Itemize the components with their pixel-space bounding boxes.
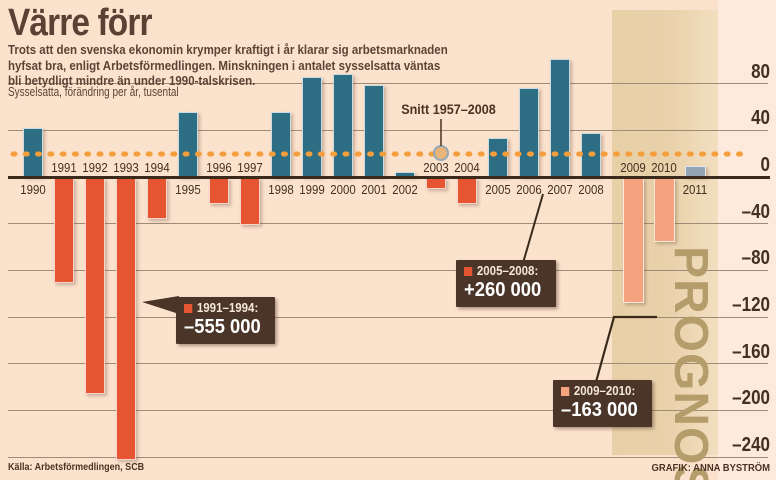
year-label-2005: 2005 xyxy=(485,182,511,197)
y-axis-tick-label: –200 xyxy=(732,387,770,410)
average-highlight-dot xyxy=(433,145,449,161)
bar-2010 xyxy=(654,178,675,243)
bar-1994 xyxy=(147,178,167,219)
intro-line-1: Trots att den svenska ekonomin krymper k… xyxy=(8,43,448,57)
year-label-1990: 1990 xyxy=(20,182,46,197)
bar-1996 xyxy=(209,178,229,204)
year-label-2010: 2010 xyxy=(651,160,677,175)
axis-unit-note: Sysselsatta, förändring per år, tusental xyxy=(8,85,179,99)
legend-square-icon xyxy=(561,387,570,396)
callout-range: 2005–2008: xyxy=(464,264,541,278)
bar-2007 xyxy=(550,59,570,177)
bar-1999 xyxy=(302,76,322,177)
bar-1997 xyxy=(240,178,260,225)
source-credit: Källa: Arbetsförmedlingen, SCB xyxy=(8,462,145,473)
callout-amount: +260 000 xyxy=(464,279,542,301)
y-axis-tick-label: –40 xyxy=(741,200,770,223)
year-label-1991: 1991 xyxy=(51,160,77,175)
y-axis-tick-label: 0 xyxy=(760,154,770,176)
year-label-1998: 1998 xyxy=(268,182,294,197)
page-title: Värre förr xyxy=(8,2,152,44)
callout-amount: –555 000 xyxy=(184,316,261,338)
callout-line-2005-2008 xyxy=(522,193,544,264)
y-axis-tick-label: 80 xyxy=(751,60,770,83)
y-axis-tick-label: –120 xyxy=(732,294,770,316)
year-label-2009: 2009 xyxy=(620,160,646,175)
graphic-credit: GRAFIK: ANNA BYSTRÖM xyxy=(651,462,770,474)
year-label-2004: 2004 xyxy=(454,160,480,175)
y-axis-tick-label: 40 xyxy=(751,107,770,130)
intro-line-3: bli betydligt mindre än under 1990-talsk… xyxy=(8,74,256,88)
bar-1995 xyxy=(178,111,198,177)
year-label-1997: 1997 xyxy=(237,160,263,175)
intro-text: Trots att den svenska ekonomin krymper k… xyxy=(8,43,448,90)
year-label-1999: 1999 xyxy=(299,182,325,197)
year-label-1993: 1993 xyxy=(113,160,139,175)
y-axis-tick-label: –80 xyxy=(741,247,770,270)
gridline--40 xyxy=(8,223,768,225)
callout-wedge-1991-1994 xyxy=(142,296,179,314)
year-label-1995: 1995 xyxy=(175,182,201,197)
year-label-2006: 2006 xyxy=(516,182,542,197)
average-dotted-line xyxy=(8,150,745,158)
year-label-2001: 2001 xyxy=(361,182,387,197)
year-label-1992: 1992 xyxy=(82,160,108,175)
bar-1991 xyxy=(54,178,74,283)
intro-line-2: hyfsat bra, enligt Arbetsförmedlingen. M… xyxy=(8,58,441,73)
gridline-80 xyxy=(8,83,768,85)
y-axis-tick-label: –240 xyxy=(732,434,770,456)
bar-2009 xyxy=(623,178,644,303)
year-label-2003: 2003 xyxy=(423,160,449,175)
year-label-1996: 1996 xyxy=(206,160,232,175)
bar-1993 xyxy=(116,178,136,461)
callout-box-2005-2008: 2005–2008: +260 000 xyxy=(456,260,556,307)
legend-square-icon xyxy=(184,304,193,313)
gridline--80 xyxy=(8,269,768,271)
legend-square-icon xyxy=(464,267,473,276)
gridline--200 xyxy=(8,409,768,411)
year-label-2008: 2008 xyxy=(578,182,604,197)
callout-box-1991-1994: 1991–1994: –555 000 xyxy=(176,297,276,344)
zero-axis-line xyxy=(8,176,770,179)
bar-2006 xyxy=(519,88,539,177)
callout-box-2009-2010: 2009–2010: –163 000 xyxy=(553,380,653,427)
gridline--120 xyxy=(8,316,768,318)
year-label-1994: 1994 xyxy=(144,160,170,175)
year-label-2002: 2002 xyxy=(392,182,418,197)
year-label-2011: 2011 xyxy=(682,182,708,197)
bar-2004 xyxy=(457,178,477,204)
gridline--160 xyxy=(8,363,768,365)
bar-2001 xyxy=(364,84,384,177)
callout-range: 1991–1994: xyxy=(184,301,261,315)
gridline--240 xyxy=(8,456,768,458)
bar-1992 xyxy=(85,178,105,394)
bar-1998 xyxy=(271,111,291,177)
axis-label-strip xyxy=(718,0,776,480)
callout-range: 2009–2010: xyxy=(561,384,638,398)
average-line-label: Snitt 1957–2008 xyxy=(401,101,496,117)
gridline-40 xyxy=(8,129,768,131)
callout-amount: –163 000 xyxy=(561,399,638,421)
bar-2003 xyxy=(426,178,446,189)
year-label-2007: 2007 xyxy=(547,182,573,197)
year-label-2000: 2000 xyxy=(330,182,356,197)
y-axis-tick-label: –160 xyxy=(732,340,770,363)
bar-2000 xyxy=(333,74,353,177)
